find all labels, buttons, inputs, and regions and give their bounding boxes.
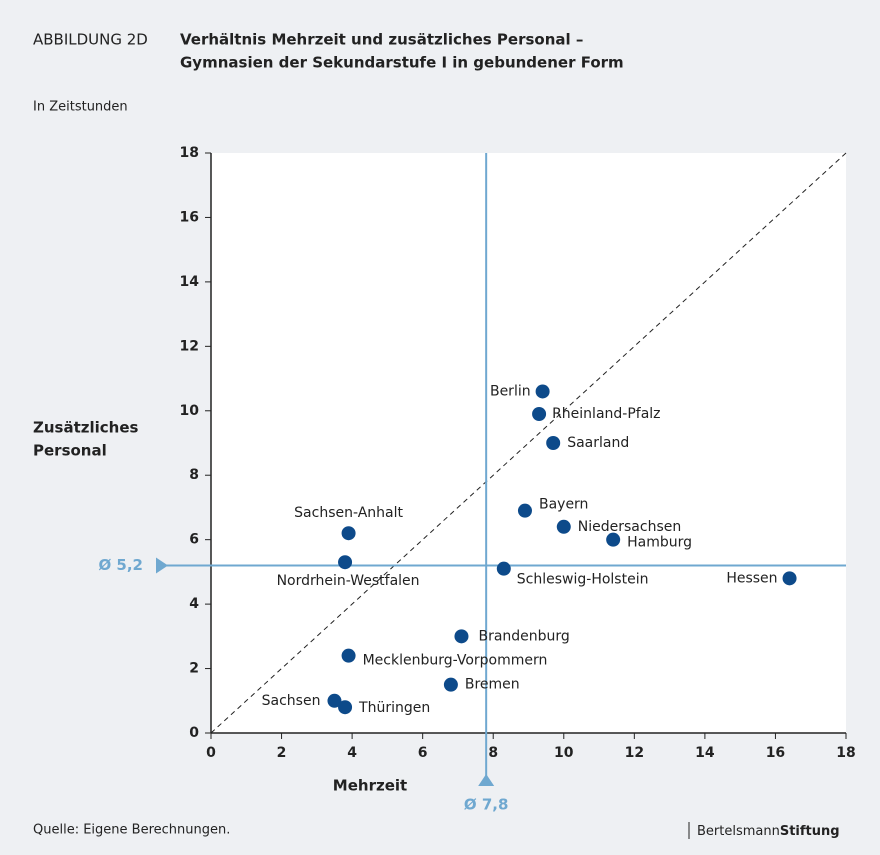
point (338, 700, 353, 715)
y-axis-label: Personal (33, 442, 107, 460)
point (546, 436, 561, 450)
point (327, 693, 342, 708)
logo: BertelsmannStiftung (697, 824, 840, 839)
x-tick-label: 8 (488, 745, 498, 761)
y-tick-label: 18 (180, 145, 199, 161)
point (782, 571, 797, 586)
point (443, 677, 458, 692)
y-tick-label: 0 (189, 725, 199, 741)
x-tick-label: 2 (277, 745, 287, 761)
point-label: Schleswig-Holstein (517, 572, 649, 588)
point (341, 648, 356, 663)
point (535, 384, 550, 399)
point-label: Bayern (539, 497, 588, 513)
y-axis-label: Zusätzliches (33, 419, 139, 437)
y-tick-label: 14 (180, 274, 200, 290)
y-tick-label: 6 (189, 532, 199, 548)
point (556, 519, 571, 534)
point-label: Mecklenburg-Vorpommern (363, 653, 548, 669)
point-label: Hessen (726, 570, 777, 586)
point-label: Rheinland-Pfalz (552, 406, 660, 422)
point-label: Saarland (567, 435, 629, 451)
point (606, 532, 621, 547)
y-tick-label: 2 (189, 661, 199, 677)
mean-y-label: Ø 5,2 (98, 556, 143, 574)
point (517, 503, 532, 518)
x-tick-label: 0 (206, 745, 216, 761)
mean-x-label: Ø 7,8 (464, 796, 509, 814)
x-tick-label: 12 (625, 745, 644, 761)
chart-title: Verhältnis Mehrzeit und zusätzliches Per… (180, 31, 583, 49)
x-tick-label: 4 (347, 745, 357, 761)
point (454, 629, 469, 644)
chart-title: Gymnasien der Sekundarstufe I in gebunde… (180, 54, 624, 72)
logo-part: Stiftung (780, 824, 840, 839)
point (496, 561, 511, 576)
point-label: Brandenburg (478, 628, 569, 644)
point-label: Thüringen (358, 700, 430, 716)
y-tick-label: 8 (189, 467, 199, 483)
point (532, 407, 547, 421)
mean-y-marker (156, 557, 168, 574)
x-tick-label: 18 (836, 745, 855, 761)
x-tick-label: 6 (418, 745, 428, 761)
logo-part: Bertelsmann (697, 824, 780, 839)
x-tick-label: 14 (695, 745, 715, 761)
x-tick-label: 10 (554, 745, 574, 761)
x-tick-label: 16 (766, 745, 785, 761)
mean-x-marker (478, 774, 495, 786)
point (341, 526, 356, 541)
y-tick-label: 16 (180, 209, 199, 225)
figure-label: ABBILDUNG 2D (33, 31, 148, 49)
point-label: Nordrhein-Westfalen (277, 573, 420, 589)
point-label: Sachsen (262, 693, 321, 709)
point-label: Bremen (465, 677, 520, 693)
point (338, 555, 353, 570)
point-label: Sachsen-Anhalt (294, 505, 403, 521)
plot-area (211, 153, 846, 733)
point-label: Berlin (490, 383, 531, 399)
point-label: Hamburg (627, 535, 692, 551)
point-label: Niedersachsen (578, 519, 681, 535)
y-tick-label: 10 (180, 403, 200, 419)
source: Quelle: Eigene Berechnungen. (33, 823, 230, 838)
y-tick-label: 4 (189, 596, 199, 612)
x-axis-label: Mehrzeit (333, 777, 407, 795)
subtitle: In Zeitstunden (33, 100, 128, 115)
y-tick-label: 12 (180, 338, 199, 354)
